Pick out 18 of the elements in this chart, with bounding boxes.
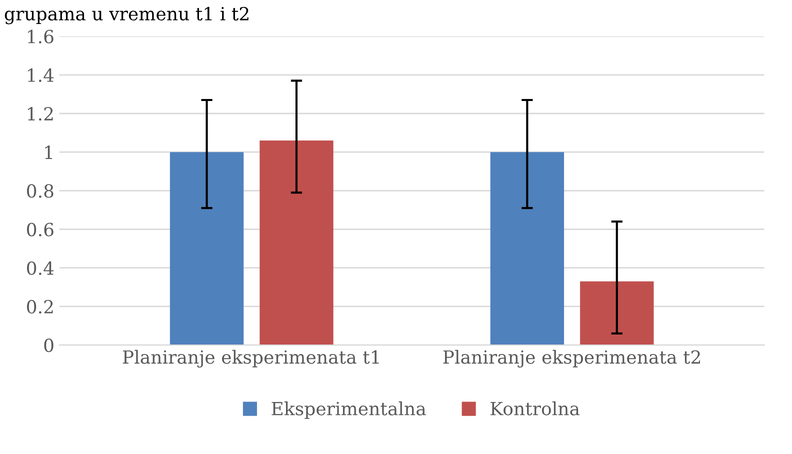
y-tick-label: 0.4 [27, 261, 54, 275]
legend-label: Kontrolna [490, 401, 580, 416]
y-tick-label: 1 [45, 146, 52, 159]
chart-title: grupama u vremenu t1 i t2 [4, 6, 248, 24]
bar [580, 281, 654, 346]
legend-label: Eksperimentalna [272, 401, 426, 419]
x-tick-label: Planiranje eksperimenata t2 [443, 350, 700, 368]
y-tick-label: 1.6 [28, 30, 54, 44]
y-tick-label: 0.6 [27, 222, 54, 236]
bar [260, 140, 334, 346]
y-tick-label: 0 [44, 338, 54, 352]
y-tick-label: 1.4 [28, 68, 54, 82]
bar [490, 152, 564, 346]
x-tick-label: Planiranje eksperimenata t1 [122, 350, 379, 368]
bar [170, 152, 244, 346]
y-tick-label: 1.2 [28, 106, 53, 121]
y-tick-label: 0.2 [27, 300, 53, 314]
y-tick-label: 0.8 [27, 184, 54, 198]
